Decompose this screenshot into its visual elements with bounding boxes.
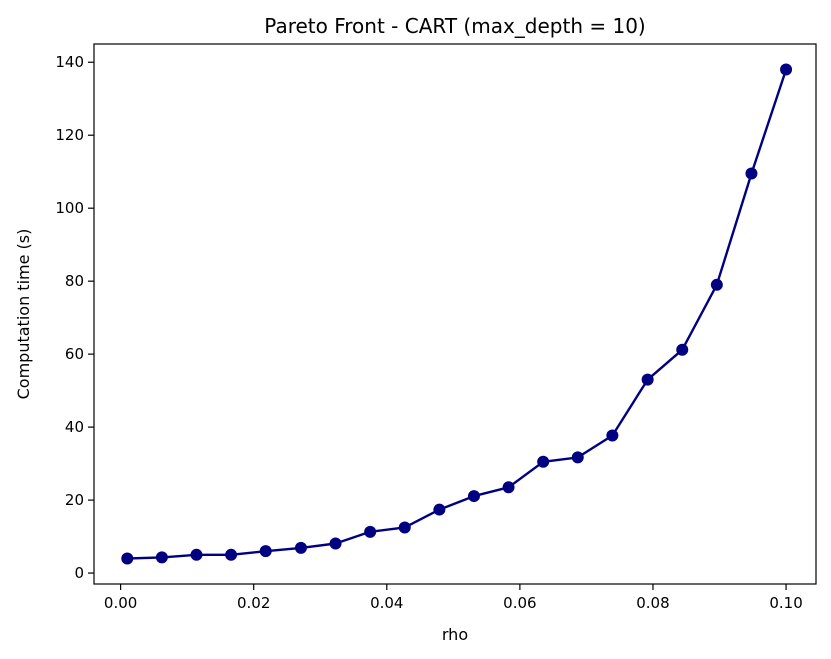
- x-tick-label: 0.02: [237, 594, 270, 612]
- data-point: [398, 521, 411, 534]
- x-tick-label: 0.08: [636, 594, 669, 612]
- data-point: [259, 545, 272, 558]
- x-tick-label: 0.04: [370, 594, 403, 612]
- data-point: [294, 541, 307, 554]
- data-point: [502, 481, 515, 494]
- y-axis-label: Computation time (s): [14, 229, 33, 400]
- data-point: [571, 451, 584, 464]
- data-point: [329, 537, 342, 550]
- data-point: [433, 503, 446, 516]
- y-tick-label: 60: [65, 345, 84, 363]
- y-tick-label: 100: [55, 199, 84, 217]
- x-axis-label: rho: [442, 625, 468, 644]
- data-point: [121, 552, 134, 565]
- y-tick-label: 80: [65, 272, 84, 290]
- x-tick-label: 0.10: [769, 594, 802, 612]
- x-tick-label: 0.00: [104, 594, 137, 612]
- data-point: [155, 551, 168, 564]
- data-point: [225, 548, 238, 561]
- data-point: [710, 278, 723, 291]
- y-tick-label: 40: [65, 418, 84, 436]
- y-tick-label: 0: [74, 564, 84, 582]
- chart-title: Pareto Front - CART (max_depth = 10): [264, 14, 645, 38]
- x-tick-label: 0.06: [503, 594, 536, 612]
- y-tick-label: 20: [65, 491, 84, 509]
- series-line: [127, 69, 788, 560]
- y-tick-label: 120: [55, 126, 84, 144]
- data-point: [676, 343, 689, 356]
- data-point: [606, 429, 619, 442]
- data-point: [780, 63, 793, 76]
- data-point: [641, 373, 654, 386]
- data-point: [537, 455, 550, 468]
- data-point: [745, 167, 758, 180]
- y-tick-label: 140: [55, 53, 84, 71]
- axes-frame: [93, 43, 817, 585]
- data-point: [467, 490, 480, 503]
- plot-area: [121, 63, 793, 565]
- data-point: [364, 525, 377, 538]
- data-point: [190, 548, 203, 561]
